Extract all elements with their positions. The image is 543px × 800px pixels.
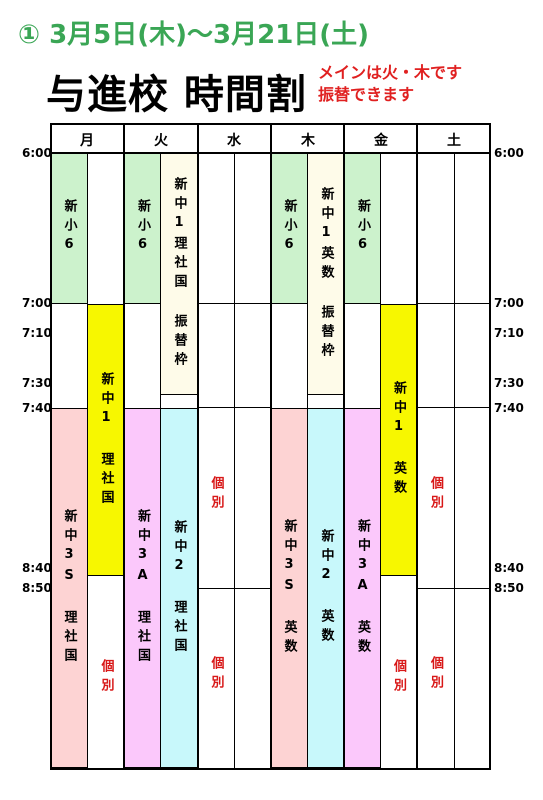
subcolumn-divider <box>160 153 161 770</box>
tue-grade3a-block: 新中3A 理社国 <box>124 408 161 768</box>
page-title: 与進校 時間割 <box>46 72 307 118</box>
fri-grade1-block: 新中1 英数 <box>380 304 417 576</box>
time-label-right: 7:40 <box>494 401 524 415</box>
mon-grade3s-block: 新中3S 理社国 <box>50 408 88 768</box>
subcolumn-divider <box>454 153 455 770</box>
time-label-right: 8:40 <box>494 561 524 575</box>
note-line-1: メインは火・木です <box>318 63 463 82</box>
sat-individual-block-2: 個別 <box>428 656 443 694</box>
time-label-left: 6:00 <box>22 146 52 160</box>
time-label-left: 7:00 <box>22 296 52 310</box>
day-divider <box>123 123 125 770</box>
thu-grade2-block: 新中2 英数 <box>307 408 345 768</box>
time-line <box>197 303 271 304</box>
tue-grade1-makeup-block: 新中1理社国 振替枠 <box>160 153 198 395</box>
mon-elem6-block: 新小6 <box>50 153 88 304</box>
day-divider <box>197 123 199 770</box>
fri-individual-block: 個別 <box>391 659 406 697</box>
time-line <box>197 407 271 408</box>
note-text: メインは火・木です 振替できます <box>318 62 462 106</box>
date-range-heading: ① 3月5日(木)〜3月21日(土) <box>18 20 370 50</box>
time-line <box>416 303 491 304</box>
time-label-left: 7:40 <box>22 401 52 415</box>
sat-individual-block-1: 個別 <box>428 476 443 514</box>
time-label-right: 8:50 <box>494 581 524 595</box>
day-header-mon: 月 <box>80 133 94 149</box>
day-divider <box>270 123 272 770</box>
time-line <box>197 588 271 589</box>
day-header-thu: 木 <box>301 133 315 149</box>
time-label-right: 7:10 <box>494 326 524 340</box>
time-label-right: 7:30 <box>494 376 524 390</box>
time-label-left: 7:10 <box>22 326 52 340</box>
time-label-right: 7:00 <box>494 296 524 310</box>
day-header-fri: 金 <box>374 133 388 149</box>
day-divider <box>416 123 418 770</box>
subcolumn-divider <box>234 153 235 770</box>
thu-grade3s-block: 新中3S 英数 <box>270 408 308 768</box>
note-line-2: 振替できます <box>318 85 415 104</box>
fri-grade3a-block: 新中3A 英数 <box>344 408 381 768</box>
wed-individual-block-2: 個別 <box>208 656 224 694</box>
subcolumn-divider <box>380 153 381 770</box>
time-line <box>416 407 491 408</box>
time-label-right: 6:00 <box>494 146 524 160</box>
wed-individual-block-1: 個別 <box>208 476 224 514</box>
time-label-left: 8:50 <box>22 581 52 595</box>
day-header-wed: 水 <box>227 133 241 149</box>
day-header-sat: 土 <box>447 133 461 149</box>
day-header-tue: 火 <box>154 133 168 149</box>
subcolumn-divider <box>307 153 308 770</box>
subcolumn-divider <box>87 153 88 770</box>
mon-individual-block: 個別 <box>98 659 114 697</box>
time-label-left: 7:30 <box>22 376 52 390</box>
day-divider <box>343 123 345 770</box>
time-line <box>416 588 491 589</box>
time-label-left: 8:40 <box>22 561 52 575</box>
